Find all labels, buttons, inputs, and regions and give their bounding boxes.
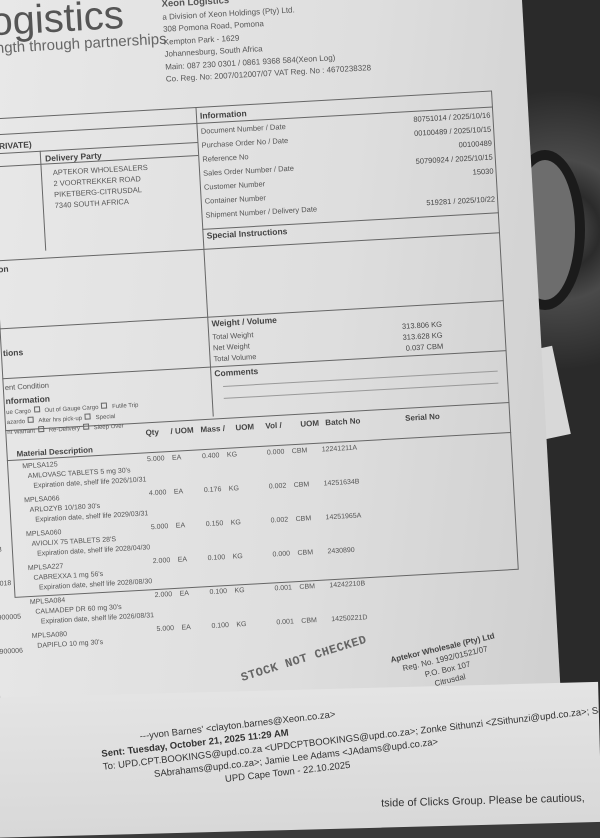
checkbox[interactable] (84, 413, 92, 420)
volume: 0.000 (266, 448, 285, 457)
mass-uom: KG (226, 451, 238, 459)
external-email-notice: tside of Clicks Group. Please be cautiou… (381, 792, 585, 810)
company-address: Xeon Logistics a Division of Xeon Holdin… (161, 0, 371, 86)
qty-uom: EA (179, 590, 190, 598)
text-label: 0.037 CBM (405, 341, 444, 353)
volume: 0.002 (270, 516, 289, 525)
volume: 0.000 (272, 550, 291, 559)
volume: 0.001 (276, 618, 295, 627)
mass: 0.100 (211, 621, 230, 630)
mass-uom: KG (236, 621, 247, 629)
material-name: DAPIFLO 10 mg 30's (37, 639, 104, 650)
mass-uom: KG (230, 519, 242, 527)
text-label: azardo (6, 419, 26, 427)
email-header: ---yvon Barnes' <clayton.barnes@Xeon.co.… (99, 677, 600, 800)
volume-uom: CBM (301, 617, 318, 625)
checkbox[interactable] (33, 406, 40, 413)
row-position: 03 (0, 545, 2, 556)
qty-uom: EA (175, 522, 186, 530)
text-label: Kempton Park - 1629 (163, 33, 240, 47)
mass: 0.150 (205, 520, 224, 529)
qty-uom: EA (171, 454, 182, 462)
batch-no: 12241211A (321, 444, 358, 454)
text-label: ue Cargo (6, 408, 32, 417)
mass-uom: KG (234, 587, 245, 595)
qty-uom: EA (173, 488, 184, 496)
row-position: 0018 (0, 580, 12, 588)
checkbox[interactable] (27, 416, 35, 423)
volume-uom: CBM (293, 481, 310, 490)
batch-no: 14242210B (329, 580, 366, 590)
qty-uom: EA (177, 556, 188, 564)
text-label: Special (95, 414, 116, 422)
delivery-party-address: APTEKOR WHOLESALERS 2 VOORTREKKER ROAD PI… (53, 162, 150, 211)
volume-uom: CBM (295, 515, 312, 524)
information-table: Document Number / Date 80751014 / 2025/10… (201, 111, 496, 225)
qty: 2.000 (154, 591, 173, 600)
mass: 0.100 (207, 554, 226, 563)
mass: 0.100 (209, 588, 228, 597)
qty: 5.000 (150, 523, 169, 532)
col-volume-uom: UOM (300, 418, 320, 429)
qty: 2.000 (152, 557, 171, 566)
batch-no: 14250221D (331, 614, 368, 624)
qty-uom: EA (181, 624, 192, 632)
text-label: 15030 (472, 166, 494, 177)
checkbox[interactable] (101, 402, 108, 409)
section-label: tions (2, 347, 24, 359)
col-qty: Qty (145, 427, 160, 438)
volume-uom: CBM (297, 549, 314, 558)
mass: 0.400 (201, 452, 220, 461)
row-position: 900005 (0, 613, 22, 622)
volume-uom: CBM (299, 583, 316, 591)
col-mass-uom: UOM (235, 422, 255, 433)
mass-uom: KG (232, 553, 243, 561)
col-mass: Mass / (200, 423, 226, 435)
qty: 4.000 (148, 489, 167, 498)
delivery-note: ogistics ngth through partnerships Xeon … (0, 0, 562, 739)
text-label: Futile Trip (111, 402, 139, 411)
text-label: After hrs pick-up (38, 415, 83, 425)
row-position: 900006 (0, 647, 24, 656)
qty: 5.000 (156, 625, 175, 634)
volume: 0.002 (268, 482, 287, 491)
batch-no: 2430890 (327, 546, 355, 556)
stock-not-checked-stamp: STOCK NOT CHECKED (239, 632, 369, 685)
volume: 0.001 (274, 584, 293, 593)
text-label: 308 Pomona Road, Pomona (162, 19, 265, 34)
col-volume: Vol / (265, 420, 282, 431)
col-qty-uom: / UOM (170, 425, 194, 436)
mass-uom: KG (228, 485, 240, 493)
email-printout: ---yvon Barnes' <clayton.barnes@Xeon.co.… (0, 681, 600, 838)
mass: 0.176 (203, 486, 222, 495)
batch-no: 14251965A (325, 512, 362, 522)
volume-uom: CBM (291, 447, 308, 456)
batch-no: 14251634B (323, 478, 360, 488)
section-label: on (0, 263, 9, 275)
qty: 5.000 (146, 455, 165, 464)
